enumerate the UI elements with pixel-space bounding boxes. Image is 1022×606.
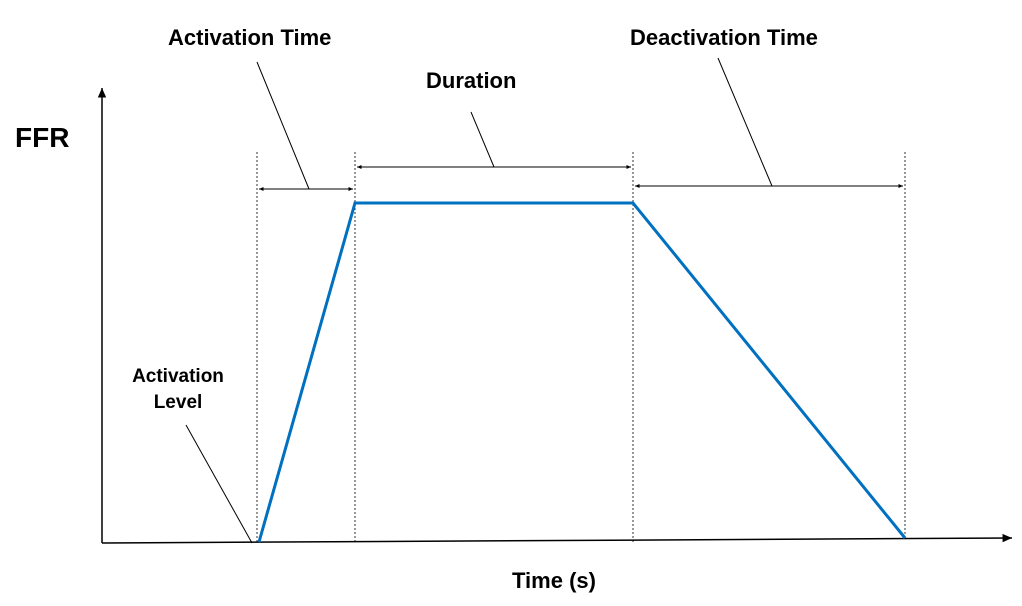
- ffr-curve: [257, 201, 907, 543]
- activation-level-label: Activation Level: [128, 364, 228, 415]
- activation-level-line2: Level: [153, 391, 203, 413]
- x-axis: [101, 533, 1013, 544]
- duration-label: Duration: [426, 68, 517, 93]
- activation-time-label: Activation Time: [168, 25, 332, 50]
- deactivation-time-label: Deactivation Time: [630, 25, 818, 50]
- activation-level-leader: [185, 424, 253, 544]
- activation-level-line1: Activation: [132, 366, 224, 387]
- y-axis-label: FFR: [15, 122, 70, 153]
- x-axis-label: Time (s): [512, 568, 596, 593]
- deactivation-time-leader: [717, 57, 773, 187]
- duration-leader: [470, 111, 495, 168]
- activation-time-leader: [256, 61, 310, 190]
